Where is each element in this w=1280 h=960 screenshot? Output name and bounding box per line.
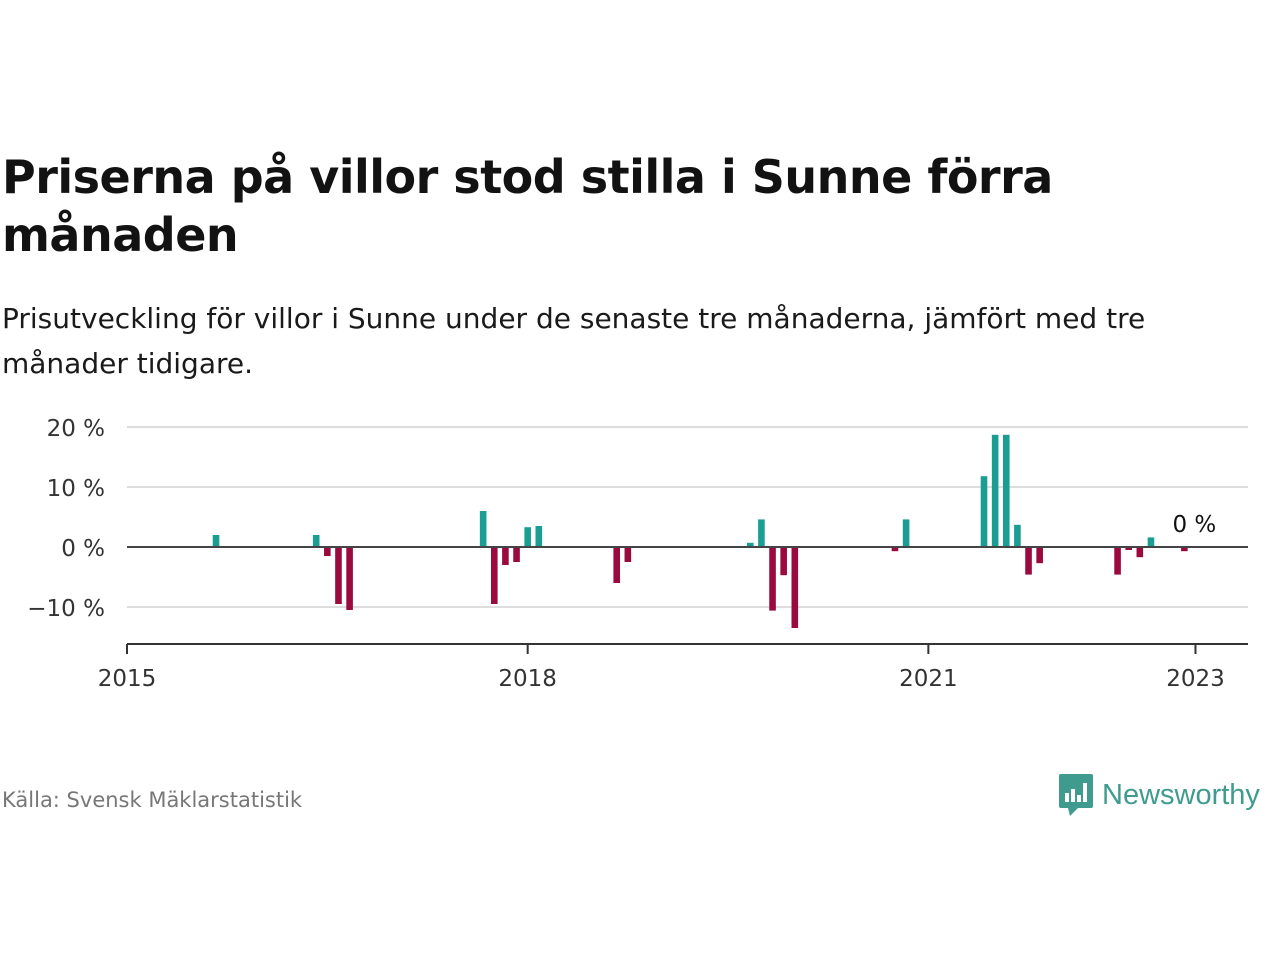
chart-title: Priserna på villor stod stilla i Sunne f… xyxy=(2,150,1053,262)
x-tick-label: 2021 xyxy=(899,666,958,692)
bar xyxy=(791,547,799,628)
bar xyxy=(780,547,787,576)
bar xyxy=(980,476,988,547)
bar xyxy=(502,547,509,565)
bar xyxy=(758,519,765,547)
bar xyxy=(902,519,910,547)
axis-layer xyxy=(126,546,1248,654)
bar xyxy=(324,547,331,556)
bar xyxy=(1181,547,1188,552)
brand-logo[interactable]: Newsworthy xyxy=(1058,772,1260,818)
bar xyxy=(1136,547,1144,558)
y-tick-label: 0 % xyxy=(61,536,105,562)
bar-chart-speech-bubble-icon xyxy=(1059,774,1093,816)
bar xyxy=(524,527,531,547)
y-tick-label: 10 % xyxy=(47,476,105,502)
grid-layer xyxy=(127,426,1248,608)
bar xyxy=(769,547,776,611)
bar xyxy=(479,511,487,547)
y-tick-label: −10 % xyxy=(27,596,105,622)
bar xyxy=(1036,547,1043,564)
brand-name[interactable]: Newsworthy xyxy=(1102,778,1260,811)
bar xyxy=(1002,434,1010,547)
bar xyxy=(746,542,754,547)
bar xyxy=(335,547,342,604)
bars-layer xyxy=(212,434,1188,628)
bar xyxy=(1014,524,1021,547)
bar xyxy=(613,547,621,583)
bar xyxy=(1114,547,1121,575)
bar xyxy=(535,526,543,547)
chart-subtitle: Prisutveckling för villor i Sunne under … xyxy=(2,302,1146,380)
bar xyxy=(891,547,899,552)
y-tick-label: 20 % xyxy=(47,416,105,442)
bar xyxy=(490,547,498,604)
bar xyxy=(1025,547,1032,575)
bar xyxy=(346,547,353,610)
bar xyxy=(1147,537,1155,547)
bar xyxy=(212,535,220,547)
bar xyxy=(991,434,999,547)
x-tick-label: 2015 xyxy=(98,666,157,692)
bar xyxy=(513,547,520,562)
label-layer: 20 % 10 % 0 % −10 % 2015 2018 2021 2023 0 % xyxy=(27,416,1224,692)
latest-value-annotation: 0 % xyxy=(1172,512,1216,538)
x-tick-label: 2018 xyxy=(498,666,557,692)
bar-chart: 20 % 10 % 0 % −10 % 2015 2018 2021 2023 0 % xyxy=(27,416,1248,692)
x-tick-label: 2023 xyxy=(1166,666,1225,692)
bar xyxy=(1125,547,1132,550)
bar xyxy=(312,535,320,547)
bar xyxy=(624,547,632,562)
source-note: Källa: Svensk Mäklarstatistik xyxy=(2,788,303,812)
